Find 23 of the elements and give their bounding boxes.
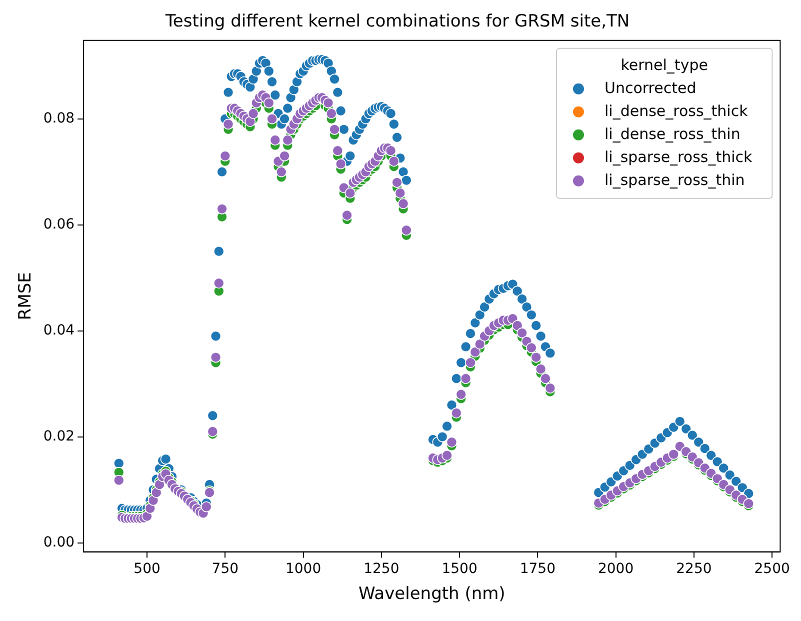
y-tick-label: 0.08 bbox=[43, 110, 75, 126]
x-tick-label: 1750 bbox=[520, 560, 556, 577]
x-tick-label: 2250 bbox=[676, 560, 712, 577]
chart-title: Testing different kernel combinations for GRSM site,TN bbox=[164, 12, 630, 32]
legend-label: li_sparse_ross_thick bbox=[604, 148, 753, 166]
x-axis-title: Wavelength (nm) bbox=[358, 584, 506, 604]
legend-label: li_sparse_ross_thin bbox=[604, 170, 745, 189]
x-tick-label: 1000 bbox=[285, 560, 322, 577]
x-tick-label: 2500 bbox=[754, 560, 790, 577]
x-tick-label: 1250 bbox=[364, 560, 400, 577]
y-tick-label: 0.04 bbox=[43, 322, 75, 338]
legend-label: li_dense_ross_thick bbox=[604, 102, 748, 120]
x-tick-label: 750 bbox=[212, 560, 239, 577]
x-tick-label: 500 bbox=[134, 560, 160, 577]
y-tick-label: 0.06 bbox=[43, 216, 75, 232]
y-tick-label: 0.00 bbox=[43, 534, 75, 550]
legend-title: kernel_type bbox=[620, 56, 708, 74]
x-tick-label: 1500 bbox=[442, 560, 478, 577]
legend-label: li_dense_ross_thin bbox=[604, 124, 740, 143]
y-tick-label: 0.02 bbox=[43, 428, 75, 444]
x-tick-label: 2000 bbox=[598, 560, 634, 577]
y-axis-title: RMSE bbox=[16, 272, 36, 320]
legend-label: Uncorrected bbox=[604, 78, 696, 97]
